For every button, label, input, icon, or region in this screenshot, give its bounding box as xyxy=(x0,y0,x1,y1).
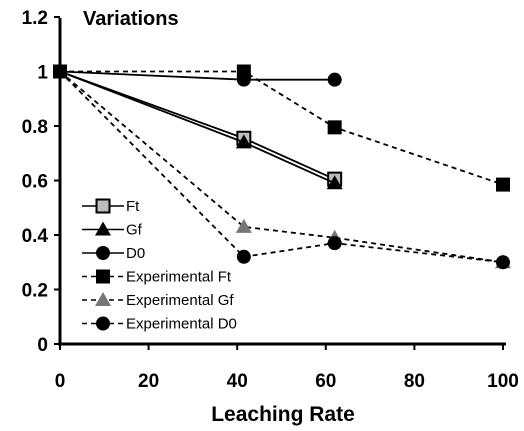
legend-label: Experimental Ft xyxy=(126,269,232,286)
circle-marker xyxy=(327,72,342,87)
square-marker xyxy=(95,198,111,214)
circle-marker xyxy=(236,249,251,264)
square-marker xyxy=(96,269,110,284)
legend-label: Experimental Gf xyxy=(126,292,234,309)
legend-label: Ft xyxy=(126,198,140,215)
series-line xyxy=(59,70,504,264)
y-tick-label: 0.4 xyxy=(22,226,49,247)
x-tick-label: 100 xyxy=(487,371,519,392)
y-tick-label: 0.8 xyxy=(22,117,48,138)
legend-label: D0 xyxy=(126,245,145,262)
legend-item: Gf xyxy=(82,221,143,239)
series-experimental-gf xyxy=(59,70,511,269)
x-tick-label: 60 xyxy=(315,371,336,392)
legend-item: Experimental Ft xyxy=(82,269,232,286)
series-line xyxy=(60,70,504,186)
series-experimental-d0 xyxy=(59,70,510,270)
triangle-marker xyxy=(95,221,111,236)
square-marker xyxy=(327,120,342,135)
square-marker xyxy=(53,64,67,79)
legend-label: Experimental D0 xyxy=(126,316,237,333)
legend-item: D0 xyxy=(82,245,145,262)
x-axis-title: Leaching Rate xyxy=(211,403,355,426)
legend-item: Ft xyxy=(82,198,140,215)
legend-item: Experimental Gf xyxy=(82,292,234,309)
triangle-marker xyxy=(235,218,252,233)
series-line xyxy=(59,70,335,81)
legend-label: Gf xyxy=(126,222,143,239)
y-ticks: 0 0.2 0.4 0.6 0.8 1 1.2 xyxy=(22,8,60,356)
series-gf xyxy=(59,70,343,190)
legend-item: Experimental D0 xyxy=(82,316,237,333)
x-ticks: 0 20 40 60 80 100 xyxy=(55,344,519,392)
legend: Ft Gf D0 Experimental Ft Experimental Gf Expe… xyxy=(82,198,237,333)
triangle-marker xyxy=(235,134,252,149)
x-tick-label: 20 xyxy=(138,371,159,392)
y-tick-label: 1 xyxy=(37,63,48,84)
circle-marker xyxy=(96,246,110,260)
series-line xyxy=(59,70,504,264)
x-tick-label: 80 xyxy=(404,371,425,392)
y-tick-label: 0 xyxy=(37,335,48,356)
series-layer xyxy=(53,64,511,270)
x-tick-label: 40 xyxy=(227,371,248,392)
chart-title: Variations xyxy=(83,8,179,30)
series-d0 xyxy=(59,70,342,87)
x-tick-label: 0 xyxy=(55,371,66,392)
square-marker xyxy=(236,64,251,79)
circle-marker xyxy=(96,316,110,331)
series-experimental-ft xyxy=(60,64,510,192)
series-line xyxy=(59,70,336,185)
square-marker xyxy=(496,177,510,192)
triangle-marker xyxy=(95,292,111,306)
circle-marker xyxy=(496,255,510,270)
y-tick-label: 0.6 xyxy=(22,172,48,193)
triangle-marker xyxy=(326,175,343,190)
y-tick-label: 1.2 xyxy=(22,8,48,29)
y-tick-label: 0.2 xyxy=(22,281,48,302)
circle-marker xyxy=(327,236,342,251)
